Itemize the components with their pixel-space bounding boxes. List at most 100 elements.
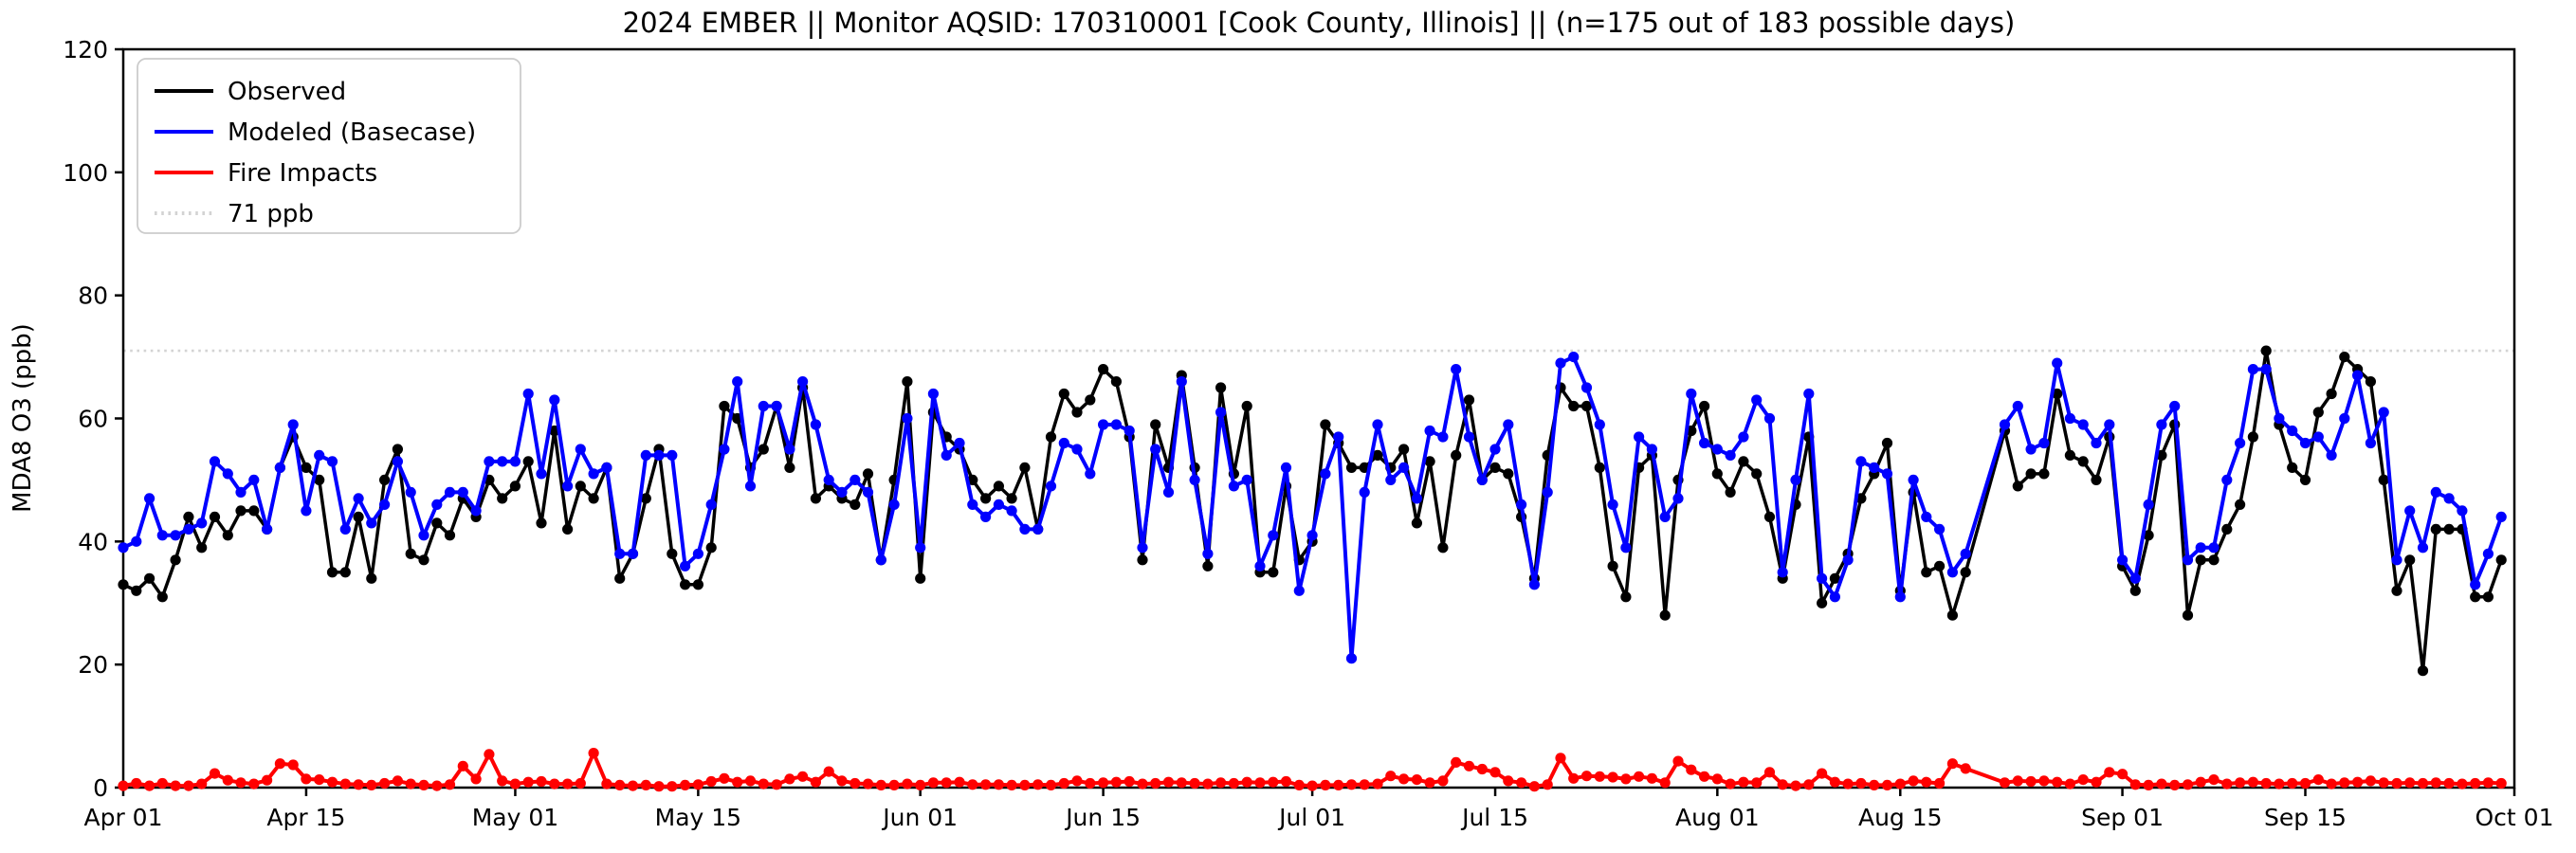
data-point-observed (1320, 419, 1331, 430)
data-point-modeled-basecase (640, 449, 651, 461)
y-axis-label: MDA8 O3 (ppb) (9, 323, 37, 513)
data-point-fire-impacts (744, 775, 757, 787)
data-point-modeled-basecase (850, 474, 861, 485)
data-point-modeled-basecase (732, 376, 743, 388)
data-point-observed (1202, 560, 1214, 572)
data-point-modeled-basecase (2182, 554, 2194, 566)
data-point-fire-impacts (2104, 767, 2115, 778)
data-point-fire-impacts (326, 776, 338, 788)
data-point-observed (862, 468, 874, 480)
data-point-modeled-basecase (1463, 431, 1475, 443)
data-point-fire-impacts (1476, 763, 1488, 775)
data-point-modeled-basecase (1006, 505, 1017, 517)
data-point-fire-impacts (1869, 779, 1880, 791)
data-point-fire-impacts (1908, 775, 1919, 787)
data-point-modeled-basecase (2012, 400, 2023, 412)
data-point-observed (248, 505, 260, 517)
data-point-observed (2077, 456, 2089, 467)
data-point-modeled-basecase (719, 444, 730, 455)
data-point-observed (497, 493, 508, 504)
data-point-modeled-basecase (549, 394, 560, 406)
data-point-modeled-basecase (2025, 444, 2037, 455)
data-point-observed (118, 579, 129, 590)
data-point-fire-impacts (1620, 773, 1632, 785)
data-point-fire-impacts (1098, 777, 1109, 789)
data-point-modeled-basecase (301, 505, 312, 517)
data-point-modeled-basecase (954, 437, 965, 449)
data-point-fire-impacts (2117, 769, 2128, 780)
data-point-modeled-basecase (2064, 412, 2075, 425)
data-point-fire-impacts (1124, 775, 1135, 788)
data-point-fire-impacts (1634, 771, 1645, 782)
data-point-modeled-basecase (2169, 400, 2181, 412)
data-point-modeled-basecase (274, 462, 285, 473)
data-point-modeled-basecase (222, 468, 233, 480)
data-point-observed (1829, 572, 1840, 584)
data-point-fire-impacts (2312, 774, 2324, 786)
data-point-fire-impacts (1777, 779, 1788, 790)
data-point-fire-impacts (941, 777, 952, 789)
x-tick-label: Jun 15 (1064, 804, 1141, 831)
data-point-observed (1006, 493, 1017, 504)
data-point-fire-impacts (1699, 771, 1710, 782)
data-point-observed (2495, 554, 2507, 566)
data-point-fire-impacts (1580, 771, 1593, 782)
data-point-modeled-basecase (1202, 548, 1214, 559)
data-point-modeled-basecase (170, 530, 181, 541)
data-point-modeled-basecase (1921, 511, 1932, 523)
data-point-observed (2326, 388, 2337, 400)
y-tick-label: 40 (78, 528, 108, 555)
data-point-modeled-basecase (1451, 364, 1462, 375)
data-point-modeled-basecase (2235, 437, 2246, 449)
data-point-fire-impacts (2326, 778, 2337, 789)
data-point-fire-impacts (1946, 758, 1958, 770)
data-point-modeled-basecase (836, 486, 848, 499)
data-point-modeled-basecase (1725, 449, 1736, 461)
data-point-fire-impacts (2077, 774, 2089, 786)
data-point-observed (2247, 431, 2258, 443)
data-point-modeled-basecase (1672, 493, 1684, 504)
data-point-modeled-basecase (653, 449, 665, 461)
data-point-modeled-basecase (1699, 437, 1710, 449)
data-point-fire-impacts (1071, 775, 1083, 787)
data-point-fire-impacts (614, 779, 626, 791)
data-point-modeled-basecase (1960, 548, 1971, 559)
data-point-modeled-basecase (1555, 357, 1566, 369)
data-point-fire-impacts (640, 779, 651, 791)
data-point-fire-impacts (2470, 777, 2481, 789)
data-point-fire-impacts (1555, 753, 1566, 764)
x-tick-label: Aug 01 (1675, 804, 1760, 831)
data-point-modeled-basecase (484, 456, 495, 467)
data-point-observed (1921, 567, 1932, 578)
data-point-modeled-basecase (118, 542, 129, 554)
data-point-modeled-basecase (902, 412, 913, 425)
data-point-fire-impacts (1829, 776, 1840, 788)
data-point-modeled-basecase (2391, 554, 2402, 566)
data-point-fire-impacts (915, 779, 926, 791)
data-point-modeled-basecase (614, 548, 626, 559)
data-point-modeled-basecase (941, 449, 952, 461)
data-point-fire-impacts (1451, 756, 1462, 769)
data-point-modeled-basecase (1398, 462, 1410, 473)
data-point-modeled-basecase (2129, 572, 2141, 584)
data-point-modeled-basecase (1817, 572, 1828, 584)
data-point-modeled-basecase (2247, 364, 2258, 375)
data-point-fire-impacts (1137, 778, 1148, 789)
x-tick-label: May 01 (472, 804, 558, 831)
data-point-observed (405, 548, 416, 559)
data-point-modeled-basecase (287, 419, 299, 430)
data-point-fire-impacts (183, 780, 194, 791)
data-point-fire-impacts (1528, 781, 1540, 792)
plot-area: 0 20 40 60 80 100 120 Apr 01 Apr 15 May 01 May 15 J… (63, 36, 2553, 831)
data-point-fire-impacts (1006, 779, 1017, 791)
data-point-fire-impacts (1463, 760, 1475, 771)
data-point-fire-impacts (314, 774, 325, 786)
data-point-observed (1594, 462, 1605, 473)
data-point-modeled-basecase (588, 468, 599, 480)
data-point-fire-impacts (222, 774, 233, 786)
data-point-observed (2208, 554, 2220, 566)
data-point-modeled-basecase (1359, 486, 1370, 499)
data-point-fire-impacts (1110, 776, 1122, 788)
data-point-observed (784, 462, 795, 473)
data-point-observed (235, 505, 247, 517)
